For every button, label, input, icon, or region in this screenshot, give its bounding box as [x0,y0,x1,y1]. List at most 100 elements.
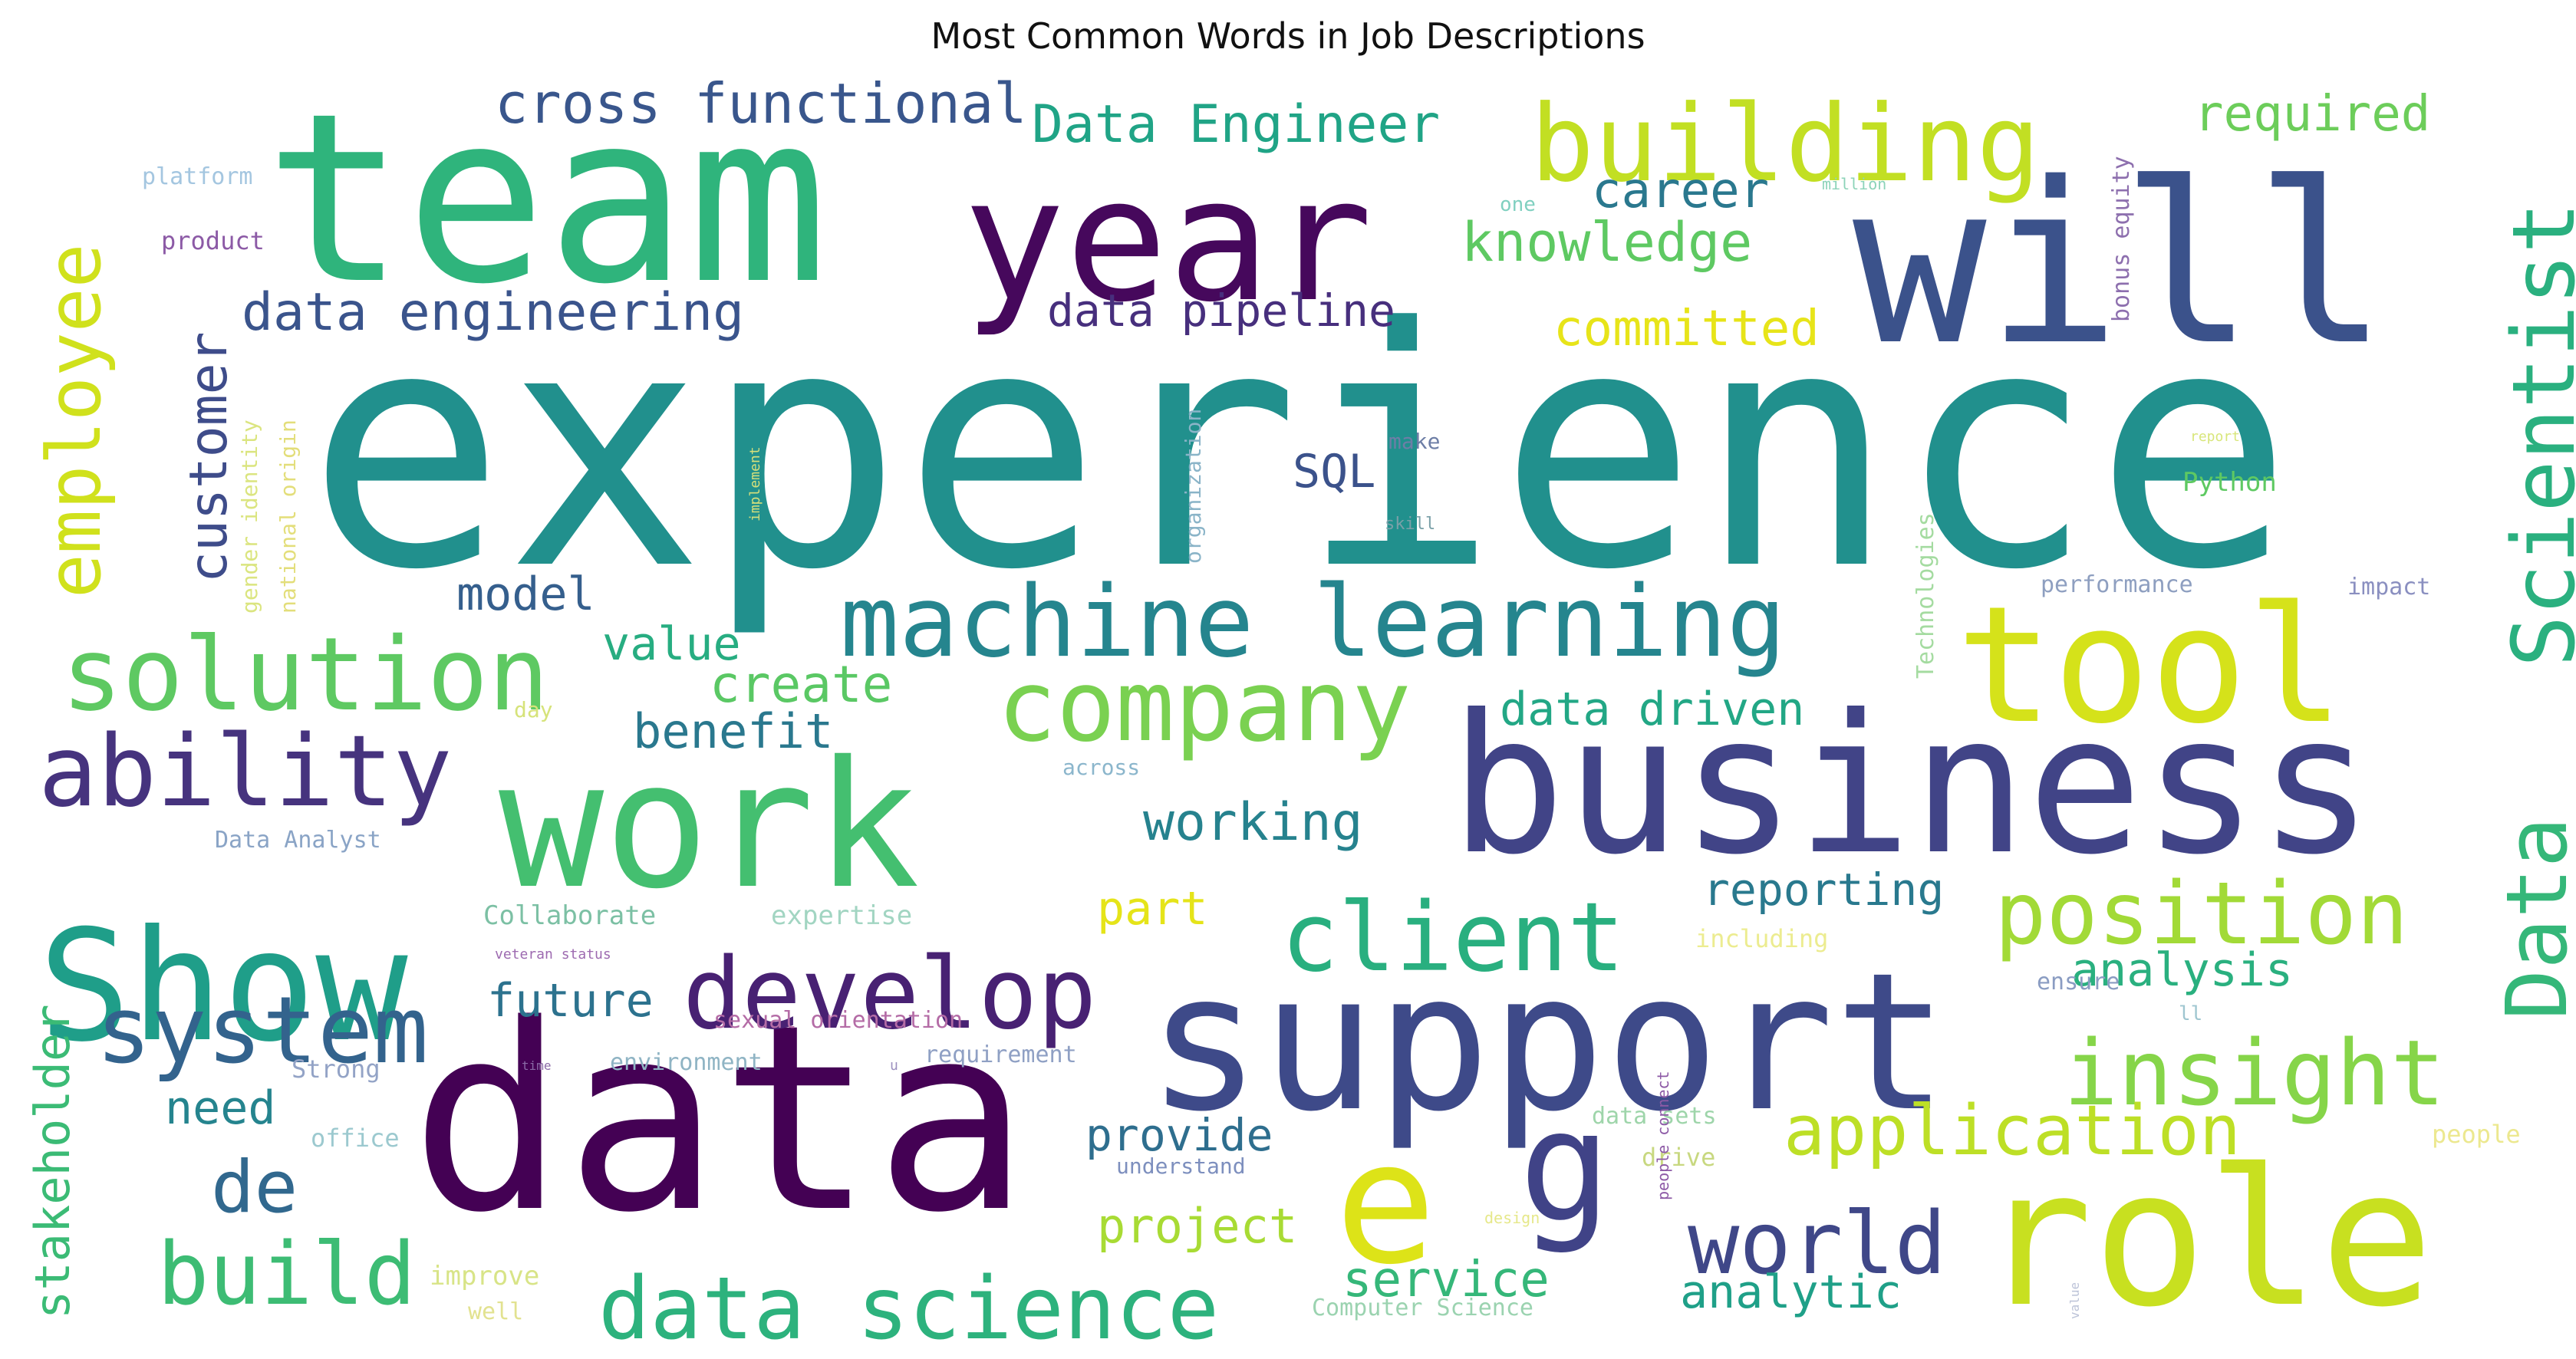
word-machine-learning-14: machine learning [840,565,1786,680]
word-people-91: people [2432,1120,2521,1149]
word-data-22: Data [2488,817,2576,1020]
word-company-19: company [997,650,1411,764]
word-product-61: product [161,226,265,255]
word-create-43: create [710,655,892,714]
word-office-85: office [311,1124,400,1153]
word-u-98: u [890,1058,898,1074]
word-well-95: well [468,1298,523,1325]
word-data-driven-45: data driven [1500,683,1804,736]
word-service-54: service [1342,1252,1550,1308]
word-strong-83: Strong [292,1055,380,1084]
word-technologies-72: Technologies [1912,512,1939,679]
word-cross-functional-32: cross functional [495,71,1027,136]
word-year-8: year [963,142,1373,340]
word-implement-69: implement [747,446,763,522]
word-collaborate-76: Collaborate [483,900,656,931]
word-system-24: system [96,978,428,1084]
word-understand-86: understand [1116,1153,1246,1179]
word-data-engineering-37: data engineering [242,282,744,343]
word-data-sets-87: data sets [1592,1103,1717,1130]
word-million-63: million [1822,175,1886,193]
word-develop-18: develop [683,937,1096,1051]
word-business-4: business [1450,673,2373,897]
word-ensure-92: ensure [2037,969,2120,995]
word-gender-identity-65: gender identity [237,420,262,614]
word-build-27: build [157,1225,416,1324]
word-improve-94: improve [430,1261,539,1292]
word-national-origin-66: national origin [275,420,301,614]
word-python-57: Python [2182,467,2277,498]
word-bonus-equity-64: bonus equity [2108,156,2135,322]
word-impact-59: impact [2347,574,2430,601]
word-data-engineer-33: Data Engineer [1032,94,1440,155]
word-data-pipeline-38: data pipeline [1047,285,1395,337]
word-employee-28: employee [31,244,117,598]
word-expertise-77: expertise [771,900,912,931]
word-day-74: day [514,697,553,722]
word-drive-88: drive [1642,1143,1715,1172]
word-work-7: work [499,723,920,927]
word-e-11: e [1335,1105,1436,1301]
word-data-1: data [410,970,1029,1269]
word-one-62: one [1500,193,1536,216]
word-show-9: Show [38,897,408,1076]
word-knowledge-36: knowledge [1461,211,1752,274]
word-value-42: value [602,617,741,671]
word-environment-81: environment [610,1049,763,1076]
word-experience-0: experience [307,258,2293,642]
word-role-6: role [1979,1130,2433,1349]
word-make-68: make [1388,429,1440,454]
word-part-50: part [1097,882,1208,936]
word-across-73: across [1062,755,1140,780]
word-organization-67: organization [1181,409,1206,564]
word-including-79: including [1695,924,1828,953]
word-performance-58: performance [2041,571,2193,598]
word-value-97: value [2067,1282,2082,1319]
word-analytic-55: analytic [1680,1265,1902,1319]
word-scientist-15: Scientist [2495,202,2576,667]
word-will-3: will [1853,136,2388,394]
word-ll-93: ll [2179,1002,2202,1025]
word-project-53: project [1097,1198,1297,1254]
word-support-5: support [1147,933,1948,1153]
word-model-41: model [456,568,595,621]
word-provide-52: provide [1085,1109,1273,1161]
word-team-2: team [265,63,828,335]
word-need-51: need [165,1081,276,1135]
word-world-25: world [1688,1194,1946,1294]
word-committed-39: committed [1553,301,1820,357]
word-computer-science-96: Computer Science [1312,1295,1533,1321]
word-analysis-48: analysis [2071,943,2293,997]
word-sexual-orientation-80: sexual orientation [713,1007,963,1034]
word-building-13: building [1530,82,2041,206]
word-veteran-status-78: veteran status [495,946,611,962]
word-tool-10: tool [1956,571,2344,759]
word-reporting-47: reporting [1703,864,1944,916]
word-career-35: career [1592,163,1769,219]
word-platform-60: platform [142,163,253,190]
word-position-21: position [1995,864,2408,964]
word-g-12: g [1519,1078,1611,1256]
word-data-science-26: data science [598,1259,1219,1359]
word-design-90: design [1484,1209,1540,1227]
word-de-30: de [211,1146,298,1229]
word-customer-31: customer [179,331,239,583]
word-future-49: future [487,974,654,1028]
word-client-20: client [1281,883,1625,993]
chart-title: Most Common Words in Job Descriptions [931,15,1645,57]
word-sql-40: SQL [1293,445,1375,499]
word-ability-17: ability [38,715,452,829]
word-working-46: working [1143,792,1363,853]
word-people-connect-89: people connect [1654,1071,1672,1200]
word-stakeholder-56: stakeholder [25,1004,81,1319]
word-benefit-44: benefit [633,703,833,759]
word-report-71: report [2190,429,2240,445]
word-time-84: time [522,1058,552,1073]
word-skill-70: skill [1385,515,1435,534]
word-requirement-82: requirement [924,1041,1077,1068]
word-insight-23: insight [2064,1020,2445,1126]
word-required-34: required [2194,86,2430,143]
word-data-analyst-75: Data Analyst [215,827,381,854]
word-solution-16: solution [61,616,549,734]
